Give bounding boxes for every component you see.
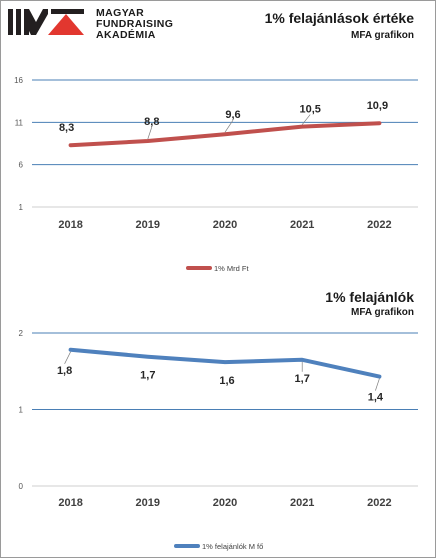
chart2-legend-label: 1% felajánlók M fő	[202, 542, 263, 551]
chart2-x-tick-label: 2022	[367, 497, 391, 509]
chart2-x-tick-label: 2020	[213, 497, 237, 509]
chart1-data-label: 10,5	[299, 104, 320, 116]
chart2-subtitle: MFA grafikon	[351, 307, 414, 318]
mfa-logo-icon	[8, 9, 84, 35]
chart1-x-tick-label: 2021	[290, 219, 314, 231]
chart2-y-tick-label: 0	[19, 482, 24, 491]
chart2-label-leader-line	[375, 378, 380, 391]
chart2-x-tick-label: 2019	[136, 497, 160, 509]
chart2-title: 1% felajánlók	[325, 289, 414, 305]
chart1-data-label: 10,9	[367, 100, 388, 112]
chart1-legend-label: 1% Mrd Ft	[214, 264, 250, 273]
chart2-data-label: 1,6	[219, 375, 234, 387]
chart2-series-line	[68, 347, 382, 379]
chart1-x-tick-label: 2018	[58, 219, 82, 231]
chart2-x-tick-label: 2018	[58, 497, 82, 509]
chart1-x-tick-label: 2020	[213, 219, 237, 231]
chart1-series-line	[68, 121, 382, 148]
logo-line-3: AKADÉMIA	[96, 29, 156, 41]
chart1-subtitle: MFA grafikon	[351, 30, 414, 41]
chart1-y-tick-label: 11	[15, 118, 24, 127]
logo-text: MAGYAR FUNDRAISING AKADÉMIA	[96, 8, 173, 41]
chart1-data-label: 8,8	[144, 116, 159, 128]
chart1-title: 1% felajánlások értéke	[264, 10, 414, 26]
chart1-y-tick-label: 1	[19, 203, 24, 212]
chart2-data-label: 1,7	[295, 373, 310, 385]
chart2-data-label: 1,8	[57, 365, 72, 377]
chart2-x-tick-label: 2021	[290, 497, 314, 509]
chart1-label-leader-line	[224, 119, 234, 133]
chart1-data-label: 9,6	[225, 109, 240, 121]
chart1-label-leader-line	[301, 114, 311, 125]
chart2-data-label: 1,4	[368, 392, 384, 404]
chart1-label-leader-line	[147, 126, 153, 140]
chart1-y-tick-label: 6	[19, 161, 24, 170]
chart1-x-tick-label: 2022	[367, 219, 391, 231]
chart1-y-tick-label: 16	[14, 76, 23, 85]
logo-line-2: FUNDRAISING	[96, 18, 174, 30]
chart2-y-tick-label: 1	[19, 406, 24, 415]
chart2-data-label: 1,7	[140, 370, 155, 382]
chart2-label-leader-line	[64, 351, 71, 364]
logo-line-1: MAGYAR	[96, 7, 145, 19]
chart1-data-label: 8,3	[59, 122, 74, 134]
chart1-x-tick-label: 2019	[136, 219, 160, 231]
chart2-y-tick-label: 2	[19, 329, 24, 338]
